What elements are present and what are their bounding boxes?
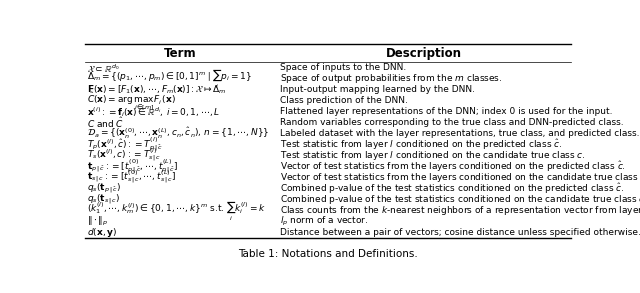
Text: Input-output mapping learned by the DNN.: Input-output mapping learned by the DNN. bbox=[280, 85, 475, 94]
Text: Term: Term bbox=[164, 47, 196, 60]
Text: $T_s(\mathbf{x}^{(l)}, c) := T^{(l)}_{s\,|\,c}$: $T_s(\mathbf{x}^{(l)}, c) := T^{(l)}_{s\… bbox=[88, 147, 162, 164]
Text: Distance between a pair of vectors; cosine distance unless specified otherwise.: Distance between a pair of vectors; cosi… bbox=[280, 228, 640, 237]
Text: $\mathbf{F}(\mathbf{x}) = [F_1(\mathbf{x}), \cdots, F_m(\mathbf{x})] : \mathcal{: $\mathbf{F}(\mathbf{x}) = [F_1(\mathbf{x… bbox=[88, 84, 227, 96]
Text: Labeled dataset with the layer representations, true class, and predicted class.: Labeled dataset with the layer represent… bbox=[280, 129, 639, 138]
Text: Class prediction of the DNN.: Class prediction of the DNN. bbox=[280, 96, 408, 105]
Text: $\mathbf{t}_{s\,|\,c} := [t^{(0)}_{s\,|\,c}, \cdots, t^{(L)}_{s\,|\,c}]$: $\mathbf{t}_{s\,|\,c} := [t^{(0)}_{s\,|\… bbox=[88, 169, 177, 186]
Text: $d(\mathbf{x}, \mathbf{y})$: $d(\mathbf{x}, \mathbf{y})$ bbox=[88, 226, 118, 239]
Text: Test statistic from layer $l$ conditioned on the predicted class $\hat{c}$.: Test statistic from layer $l$ conditione… bbox=[280, 137, 563, 152]
Text: $\mathcal{D}_a = \{(\mathbf{x}_n^{(0)}, \cdots, \mathbf{x}_n^{(L)}, c_n, \hat{c}: $\mathcal{D}_a = \{(\mathbf{x}_n^{(0)}, … bbox=[88, 126, 270, 141]
Text: Combined p-value of the test statistics conditioned on the predicted class $\hat: Combined p-value of the test statistics … bbox=[280, 181, 625, 196]
Text: $l_p$ norm of a vector.: $l_p$ norm of a vector. bbox=[280, 215, 369, 228]
Text: Class counts from the $k$-nearest neighbors of a representation vector from laye: Class counts from the $k$-nearest neighb… bbox=[280, 204, 640, 217]
Text: Flattened layer representations of the DNN; index 0 is used for the input.: Flattened layer representations of the D… bbox=[280, 107, 612, 116]
Text: Combined p-value of the test statistics conditioned on the candidate true class : Combined p-value of the test statistics … bbox=[280, 193, 640, 206]
Text: $\hat{C}(\mathbf{x}) = \arg\max_{i \in [m]} F_i(\mathbf{x})$: $\hat{C}(\mathbf{x}) = \arg\max_{i \in [… bbox=[88, 90, 176, 112]
Text: Test statistic from layer $l$ conditioned on the candidate true class $c$.: Test statistic from layer $l$ conditione… bbox=[280, 149, 586, 162]
Text: Description: Description bbox=[385, 47, 461, 60]
Text: Table 1: Notations and Definitions.: Table 1: Notations and Definitions. bbox=[238, 249, 418, 259]
Text: $\mathbf{x}^{(i)} := \mathbf{f}_i(\mathbf{x}) \in \mathbb{R}^{d_i},\, i = 0, 1, : $\mathbf{x}^{(i)} := \mathbf{f}_i(\mathb… bbox=[88, 105, 221, 119]
Text: Vector of test statistics from the layers conditioned on the candidate true clas: Vector of test statistics from the layer… bbox=[280, 171, 640, 184]
Text: $q_s(\mathbf{t}_{s\,|\,c})$: $q_s(\mathbf{t}_{s\,|\,c})$ bbox=[88, 193, 120, 207]
Text: $\Delta_m = \{(p_1, \cdots, p_m) \in [0,1]^m \mid \sum_i p_i = 1\}$: $\Delta_m = \{(p_1, \cdots, p_m) \in [0,… bbox=[88, 67, 252, 91]
Text: $q_s(\mathbf{t}_{p\,|\,\hat{c}})$: $q_s(\mathbf{t}_{p\,|\,\hat{c}})$ bbox=[88, 182, 121, 196]
Text: $(k_1^{(l)}, \cdots, k_m^{(l)}) \in \{0, 1, \cdots, k\}^m$ s.t. $\sum_i k_i^{(l): $(k_1^{(l)}, \cdots, k_m^{(l)}) \in \{0,… bbox=[88, 199, 266, 222]
Text: $C$ and $\hat{C}$: $C$ and $\hat{C}$ bbox=[88, 115, 125, 130]
Text: Space of output probabilities from the $m$ classes.: Space of output probabilities from the $… bbox=[280, 72, 502, 85]
Text: $\|\cdot\|_p$: $\|\cdot\|_p$ bbox=[88, 215, 109, 228]
Text: $\mathbf{t}_{p\,|\,\hat{c}} := [t^{(0)}_{p\,|\,\hat{c}}, \cdots, t^{(L)}_{p\,|\,: $\mathbf{t}_{p\,|\,\hat{c}} := [t^{(0)}_… bbox=[88, 158, 179, 176]
Text: $T_p(\mathbf{x}^{(l)}, \hat{c}) := T^{(l)}_{p\,|\,\hat{c}}$: $T_p(\mathbf{x}^{(l)}, \hat{c}) := T^{(l… bbox=[88, 136, 163, 154]
Text: Space of inputs to the DNN.: Space of inputs to the DNN. bbox=[280, 63, 406, 72]
Text: $\mathcal{X} \subset \mathbb{R}^{d_0}$: $\mathcal{X} \subset \mathbb{R}^{d_0}$ bbox=[88, 62, 120, 74]
Text: Random variables corresponding to the true class and DNN-predicted class.: Random variables corresponding to the tr… bbox=[280, 118, 623, 127]
Text: Vector of test statistics from the layers conditioned on the predicted class $\h: Vector of test statistics from the layer… bbox=[280, 159, 626, 174]
